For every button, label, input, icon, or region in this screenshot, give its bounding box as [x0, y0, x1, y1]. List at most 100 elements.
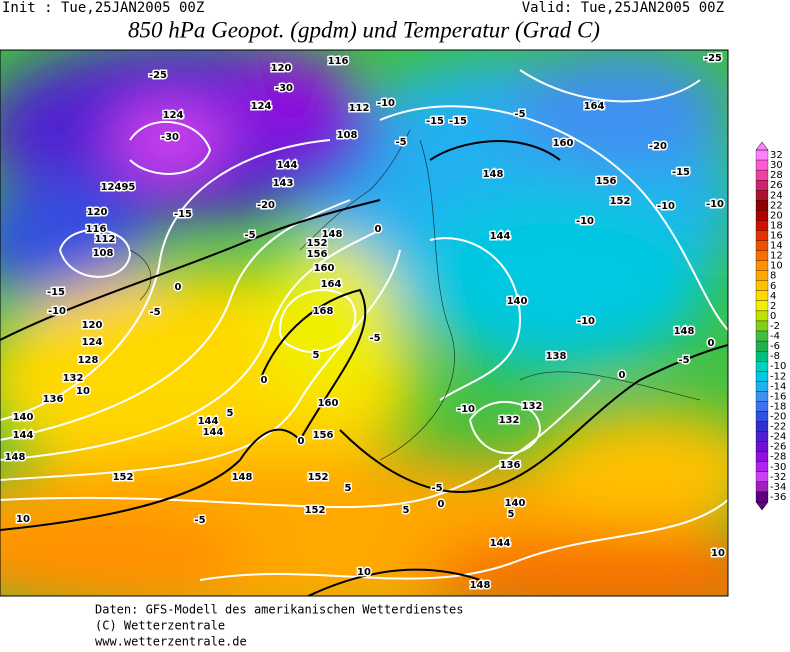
- contour-label: 144: [490, 538, 511, 549]
- colorbar-label: 26: [770, 180, 783, 191]
- contour-label: 120: [87, 207, 108, 218]
- colorbar-cell: [755, 381, 769, 392]
- contour-label: 144: [13, 430, 34, 441]
- contour-label: -10: [706, 199, 724, 210]
- contour-label: -30: [275, 83, 293, 94]
- contour-label: 108: [337, 130, 358, 141]
- contour-label: 112: [95, 234, 116, 245]
- footer-line: www.wetterzentrale.de: [95, 635, 247, 649]
- contour-label: -5: [244, 230, 255, 241]
- colorbar-label: -36: [770, 492, 786, 503]
- contour-label: 148: [322, 229, 343, 240]
- colorbar-label: -8: [770, 351, 780, 362]
- colorbar-cell: [755, 330, 769, 342]
- contour-label: -10: [657, 201, 675, 212]
- contour-label: 164: [321, 279, 342, 290]
- contour-label: 136: [43, 394, 64, 405]
- colorbar-cell: [755, 471, 769, 483]
- contour-label: 144: [203, 427, 224, 438]
- contour-label: -5: [678, 355, 689, 366]
- contour-label: -20: [649, 141, 667, 152]
- contour-label: 132: [63, 373, 84, 384]
- colorbar-label: -14: [770, 381, 786, 392]
- colorbar-cell: [755, 391, 769, 402]
- contour-label: 152: [305, 505, 326, 516]
- contour-label: 108: [93, 248, 114, 259]
- contour-label: 160: [318, 398, 339, 409]
- contour-label: 148: [483, 169, 504, 180]
- contour-label: 144: [277, 160, 298, 171]
- colorbar-cell: [755, 260, 769, 271]
- contour-label: -5: [149, 307, 160, 318]
- contour-label: 132: [522, 401, 543, 412]
- colorbar-label: 32: [770, 150, 783, 161]
- colorbar-cell: [755, 421, 769, 432]
- colorbar-cell: [755, 149, 769, 161]
- contour-label: 0: [175, 282, 182, 293]
- colorbar-label: -12: [770, 371, 786, 382]
- colorbar-cell: [755, 411, 769, 422]
- contour-label: 0: [375, 224, 382, 235]
- colorbar-cell: [755, 190, 769, 201]
- contour-label: 10: [711, 548, 725, 559]
- colorbar-cell: [755, 159, 769, 171]
- contour-label: -15: [426, 116, 444, 127]
- contour-label: 12495: [101, 182, 136, 193]
- contour-label: 120: [82, 320, 103, 331]
- contour-label: 5: [313, 350, 320, 361]
- colorbar-cell: [755, 200, 769, 211]
- contour-label: 152: [610, 196, 631, 207]
- colorbar-label: 18: [770, 220, 783, 231]
- contour-label: 152: [113, 472, 134, 483]
- colorbar-label: 0: [770, 311, 776, 322]
- colorbar-label: -2: [770, 321, 780, 332]
- contour-label: 0: [708, 338, 715, 349]
- contour-label: 5: [508, 509, 515, 520]
- colorbar-label: 14: [770, 241, 783, 252]
- colorbar-label: -6: [770, 341, 780, 352]
- colorbar-label: -20: [770, 412, 786, 423]
- contour-label: 124: [163, 110, 184, 121]
- contour-label: 0: [298, 436, 305, 447]
- contour-label: 148: [5, 452, 26, 463]
- contour-label: -10: [577, 316, 595, 327]
- colorbar-label: 8: [770, 271, 776, 282]
- colorbar-cell: [755, 481, 769, 493]
- contour-label: -5: [194, 515, 205, 526]
- contour-label: 168: [313, 306, 334, 317]
- contour-label: 156: [313, 430, 334, 441]
- contour-label: 140: [507, 296, 528, 307]
- colorbar-cell: [755, 169, 769, 181]
- colorbar-arrow-bottom: [755, 501, 769, 511]
- contour-label: 156: [307, 249, 328, 260]
- colorbar-label: 10: [770, 261, 783, 272]
- contour-label: -10: [48, 306, 66, 317]
- colorbar-label: 24: [770, 190, 783, 201]
- contour-label: 120: [271, 63, 292, 74]
- colorbar-cell: [755, 290, 769, 302]
- contour-label: -15: [174, 209, 192, 220]
- contour-label: -10: [377, 98, 395, 109]
- contour-label: -30: [161, 132, 179, 143]
- contour-label: 164: [584, 101, 605, 112]
- colorbar-label: -34: [770, 482, 786, 493]
- contour-label: -5: [431, 483, 442, 494]
- colorbar-cell: [755, 280, 769, 291]
- contour-label: -5: [514, 109, 525, 120]
- contour-label: 156: [596, 176, 617, 187]
- contour-label: 116: [86, 224, 107, 235]
- contour-label: 128: [78, 355, 99, 366]
- colorbar-label: -26: [770, 442, 786, 453]
- contour-label: -15: [672, 167, 690, 178]
- contour-label: 124: [251, 101, 272, 112]
- contour-label: 124: [82, 337, 103, 348]
- contour-label: -25: [704, 53, 722, 64]
- contour-label: 5: [227, 408, 234, 419]
- contour-label: 132: [499, 415, 520, 426]
- map-title: 850 hPa Geopot. (gpdm) und Temperatur (G…: [128, 17, 600, 42]
- colorbar-label: 20: [770, 210, 783, 221]
- colorbar-cell: [755, 180, 769, 191]
- contour-label: 152: [308, 472, 329, 483]
